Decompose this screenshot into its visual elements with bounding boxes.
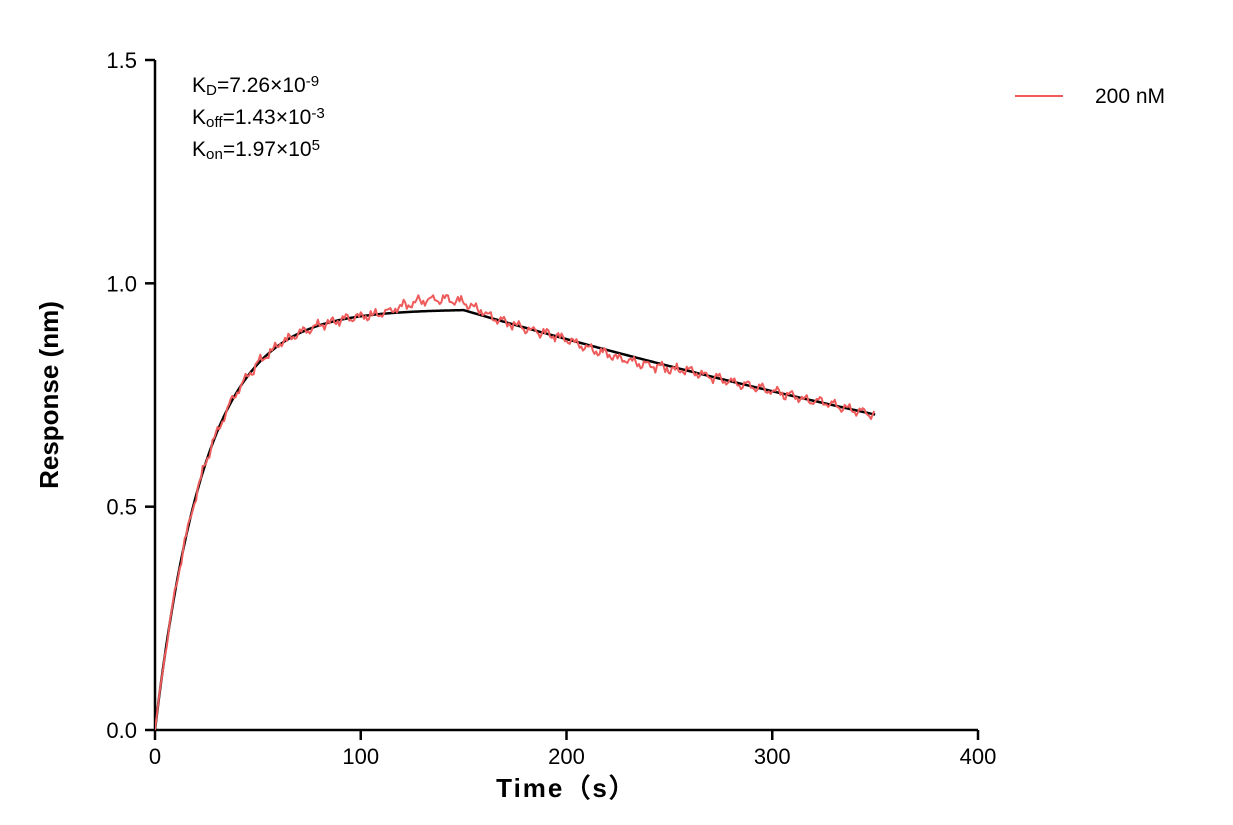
y-tick-label: 1.0	[106, 271, 137, 296]
kinetics-annotation: Kon=1.97×105	[192, 137, 320, 163]
x-tick-label: 400	[960, 744, 997, 769]
fit-curve	[155, 310, 875, 730]
y-axis-label: Response (nm)	[34, 301, 64, 489]
raw-curve	[155, 295, 874, 730]
chart-root: 0 100 200 300 400 0.0 0.5 1.0 1.5 Time（s） Response…	[0, 0, 1233, 825]
kinetics-chart: 0 100 200 300 400 0.0 0.5 1.0 1.5 Time（s） Response…	[0, 0, 1233, 825]
x-axis-label: Time（s）	[496, 773, 637, 803]
legend-label: 200 nM	[1095, 85, 1165, 108]
x-tick-label: 100	[342, 744, 379, 769]
kinetics-annotation: KD=7.26×10-9	[192, 73, 319, 99]
y-tick-label: 1.5	[106, 48, 137, 73]
x-tick-label: 200	[548, 744, 585, 769]
kinetics-annotation: Koff=1.43×10-3	[192, 105, 325, 131]
y-tick-label: 0.0	[106, 718, 137, 743]
x-tick-label: 300	[754, 744, 791, 769]
x-tick-label: 0	[149, 744, 161, 769]
y-tick-label: 0.5	[106, 495, 137, 520]
